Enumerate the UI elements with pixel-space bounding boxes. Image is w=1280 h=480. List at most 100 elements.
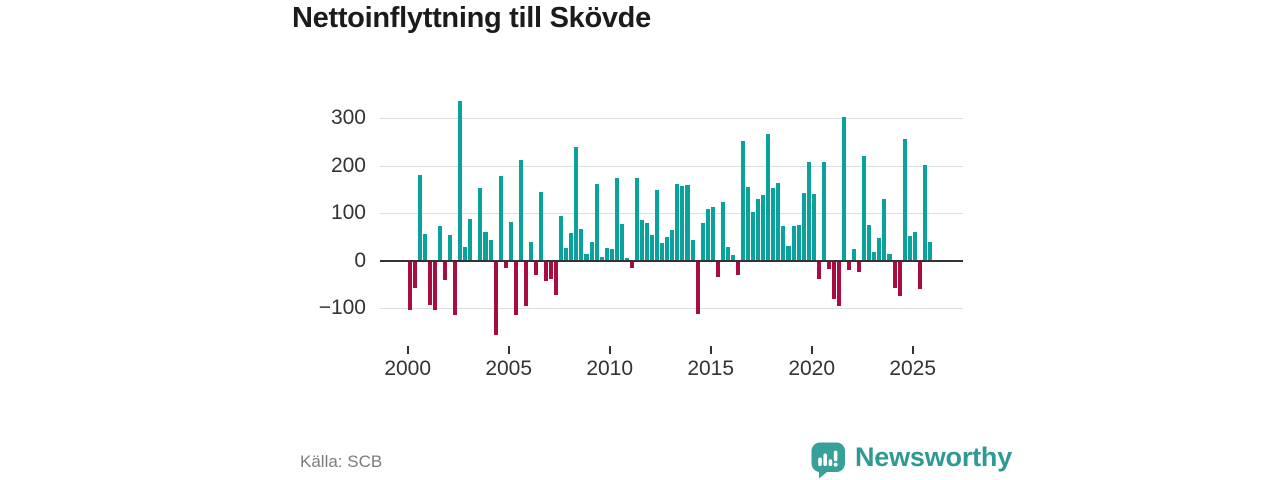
x-axis-label-2025: 2025 — [889, 357, 937, 380]
y-axis-label--100: −100 — [318, 296, 366, 320]
chart-title: Nettoinflyttning till Skövde — [292, 2, 651, 34]
bar-2025Q2 — [917, 261, 922, 290]
bar-2015Q1 — [710, 206, 715, 261]
bar-2022Q2 — [857, 261, 862, 273]
bar-2012Q2 — [655, 190, 660, 261]
bar-2019Q4 — [806, 162, 811, 261]
bar-2002Q1 — [448, 234, 453, 261]
bar-2011Q3 — [640, 219, 645, 261]
gridline-200 — [380, 165, 963, 167]
bar-2009Q4 — [604, 247, 609, 261]
y-axis-label-100: 100 — [330, 201, 366, 225]
x-axis-label-2010: 2010 — [586, 357, 634, 380]
bar-2012Q4 — [665, 237, 670, 261]
x-axis-tick-2025 — [911, 346, 914, 354]
bar-2006Q3 — [539, 192, 544, 261]
plot-area — [380, 95, 963, 345]
bar-2006Q2 — [533, 261, 539, 276]
bar-2017Q1 — [751, 211, 756, 261]
bar-2005Q1 — [508, 221, 513, 261]
x-axis-label-2005: 2005 — [485, 357, 533, 380]
bar-2011Q2 — [634, 177, 640, 261]
bar-2021Q2 — [836, 261, 842, 306]
bar-2001Q2 — [432, 261, 438, 311]
bar-2005Q3 — [518, 159, 523, 261]
gridline--100 — [380, 308, 963, 310]
bar-2018Q4 — [786, 245, 791, 261]
bar-2002Q3 — [458, 100, 463, 261]
bar-2016Q3 — [741, 140, 746, 261]
bar-2024Q1 — [892, 261, 897, 289]
bar-2023Q3 — [882, 198, 887, 261]
bar-2010Q2 — [614, 177, 619, 261]
bar-2000Q4 — [422, 234, 427, 261]
bar-2020Q4 — [826, 261, 831, 269]
bar-2018Q3 — [781, 226, 786, 261]
bar-2008Q4 — [584, 253, 589, 261]
bar-2005Q4 — [523, 261, 528, 306]
bar-2014Q2 — [695, 261, 700, 315]
bar-2020Q2 — [816, 261, 821, 280]
bar-2021Q1 — [831, 261, 836, 299]
bar-2007Q1 — [549, 261, 554, 279]
bar-2009Q1 — [589, 241, 594, 261]
bar-2013Q2 — [675, 183, 680, 261]
y-axis-label-0: 0 — [354, 248, 366, 272]
bar-2010Q3 — [619, 223, 624, 261]
bar-2016Q2 — [735, 261, 741, 275]
bar-2021Q3 — [842, 116, 847, 261]
bar-2016Q1 — [730, 255, 735, 261]
gridline-300 — [380, 118, 963, 120]
bar-2001Q4 — [443, 261, 448, 281]
bar-2011Q4 — [645, 222, 650, 261]
bar-2014Q3 — [700, 223, 705, 261]
x-axis-tick-2010 — [608, 346, 611, 354]
bar-2017Q3 — [761, 195, 766, 261]
newsworthy-logo: Newsworthy — [810, 441, 1012, 479]
bar-2009Q2 — [594, 184, 599, 261]
zero-axis-line — [380, 259, 963, 262]
bar-2009Q3 — [599, 256, 604, 261]
bar-2018Q2 — [776, 183, 781, 261]
newsworthy-wordmark: Newsworthy — [855, 441, 1013, 472]
bar-2022Q3 — [862, 155, 867, 261]
bar-2012Q1 — [650, 235, 655, 261]
bar-2007Q2 — [554, 261, 559, 296]
bar-2023Q4 — [887, 253, 892, 261]
bar-2015Q3 — [720, 202, 725, 261]
bar-2015Q4 — [725, 246, 730, 261]
bar-2015Q2 — [715, 261, 720, 277]
bar-2005Q2 — [513, 261, 518, 315]
bar-2016Q4 — [746, 187, 751, 261]
x-axis-tick-2000 — [406, 346, 409, 354]
x-axis-tick-2005 — [507, 346, 510, 354]
x-axis-label-2015: 2015 — [687, 357, 735, 380]
x-axis-tick-2020 — [810, 346, 813, 354]
bar-2011Q1 — [629, 261, 634, 268]
gridline-100 — [380, 213, 963, 215]
bar-2019Q3 — [801, 193, 806, 261]
bar-2010Q1 — [609, 249, 614, 261]
bar-2013Q4 — [685, 184, 690, 261]
x-axis-label-2020: 2020 — [788, 357, 836, 380]
bar-2020Q3 — [821, 162, 826, 261]
bar-2013Q1 — [670, 229, 675, 261]
bar-2008Q1 — [569, 232, 574, 261]
bar-2002Q4 — [463, 247, 468, 261]
source-note: Källa: SCB — [300, 452, 383, 471]
bar-2000Q3 — [417, 175, 422, 261]
bar-2014Q4 — [705, 208, 710, 261]
bar-2019Q2 — [796, 225, 801, 261]
bar-2006Q4 — [544, 261, 549, 281]
bar-2006Q1 — [528, 241, 533, 261]
bar-2017Q4 — [766, 133, 771, 261]
bar-2024Q4 — [907, 235, 912, 261]
bar-2019Q1 — [791, 226, 796, 261]
bar-2018Q1 — [771, 187, 776, 261]
bar-2025Q4 — [927, 241, 932, 261]
bar-2004Q4 — [503, 261, 508, 268]
bar-2001Q3 — [438, 225, 443, 261]
bar-2025Q1 — [912, 231, 917, 261]
newsworthy-speech-bubble-bar-chart-icon — [811, 442, 845, 479]
